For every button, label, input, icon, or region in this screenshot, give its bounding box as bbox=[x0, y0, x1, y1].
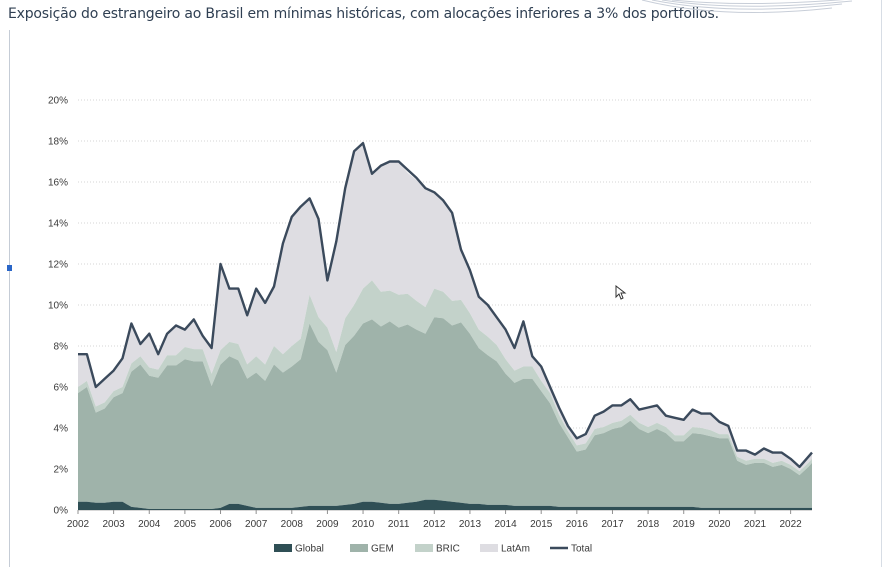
total-line-group bbox=[78, 141, 813, 469]
x-tick-label: 2005 bbox=[174, 519, 197, 530]
x-axis-ticks: 2002 2003 2004 2005 2006 2007 2008 2009 2010 2011… bbox=[67, 510, 802, 530]
x-tick-label: 2022 bbox=[779, 519, 802, 530]
x-tick-label: 2017 bbox=[601, 519, 624, 530]
x-tick-label: 2011 bbox=[388, 519, 410, 530]
legend-swatch-global bbox=[274, 544, 292, 552]
x-tick-label: 2010 bbox=[352, 519, 375, 530]
decorative-waves bbox=[641, 0, 853, 13]
legend-swatch-latam bbox=[480, 544, 498, 552]
legend-label-gem: GEM bbox=[371, 544, 394, 555]
y-tick-label: 16% bbox=[48, 178, 68, 189]
mouse-cursor-icon bbox=[615, 285, 627, 300]
area-series bbox=[78, 141, 812, 510]
y-tick-label: 14% bbox=[48, 219, 68, 230]
y-tick-label: 18% bbox=[48, 137, 68, 148]
x-tick-label: 2002 bbox=[67, 519, 90, 530]
chart-subtitle: Exposição do estrangeiro ao Brasil em mí… bbox=[8, 6, 719, 22]
chart-legend: Global GEM BRIC LatAm Total bbox=[274, 544, 592, 555]
y-tick-label: 20% bbox=[48, 96, 68, 107]
selection-marker bbox=[7, 265, 12, 271]
x-tick-label: 2016 bbox=[566, 519, 589, 530]
x-tick-label: 2003 bbox=[103, 519, 126, 530]
x-tick-label: 2013 bbox=[459, 519, 482, 530]
x-tick-label: 2008 bbox=[281, 519, 304, 530]
series-line-total bbox=[78, 141, 813, 469]
x-tick-label: 2019 bbox=[673, 519, 696, 530]
y-tick-label: 4% bbox=[54, 424, 69, 435]
area-bric bbox=[78, 280, 812, 476]
page-left-border bbox=[9, 30, 10, 567]
area-latam bbox=[78, 141, 812, 472]
legend-label-total: Total bbox=[571, 544, 592, 555]
y-tick-label: 6% bbox=[54, 383, 69, 394]
y-tick-label: 10% bbox=[48, 301, 68, 312]
y-tick-label: 12% bbox=[48, 260, 68, 271]
y-tick-label: 0% bbox=[54, 506, 69, 517]
x-tick-label: 2020 bbox=[708, 519, 731, 530]
x-tick-label: 2004 bbox=[138, 519, 161, 530]
y-tick-label: 8% bbox=[54, 342, 69, 353]
x-tick-label: 2006 bbox=[209, 519, 232, 530]
y-tick-label: 2% bbox=[54, 465, 69, 476]
x-tick-label: 2018 bbox=[637, 519, 660, 530]
x-tick-label: 2009 bbox=[316, 519, 339, 530]
x-tick-label: 2007 bbox=[245, 519, 268, 530]
legend-swatch-gem bbox=[350, 544, 368, 552]
x-tick-label: 2015 bbox=[530, 519, 553, 530]
x-tick-label: 2014 bbox=[494, 519, 517, 530]
legend-label-latam: LatAm bbox=[501, 544, 530, 555]
x-tick-label: 2012 bbox=[423, 519, 446, 530]
y-axis-ticks: 0% 2% 4% 6% 8% 10% 12% 14% 16% 18% 20% bbox=[48, 96, 68, 517]
legend-label-global: Global bbox=[295, 544, 324, 555]
area-global bbox=[78, 499, 812, 510]
legend-swatch-bric bbox=[415, 544, 433, 552]
area-gem bbox=[78, 317, 812, 509]
legend-label-bric: BRIC bbox=[436, 544, 460, 555]
x-tick-label: 2021 bbox=[744, 519, 767, 530]
